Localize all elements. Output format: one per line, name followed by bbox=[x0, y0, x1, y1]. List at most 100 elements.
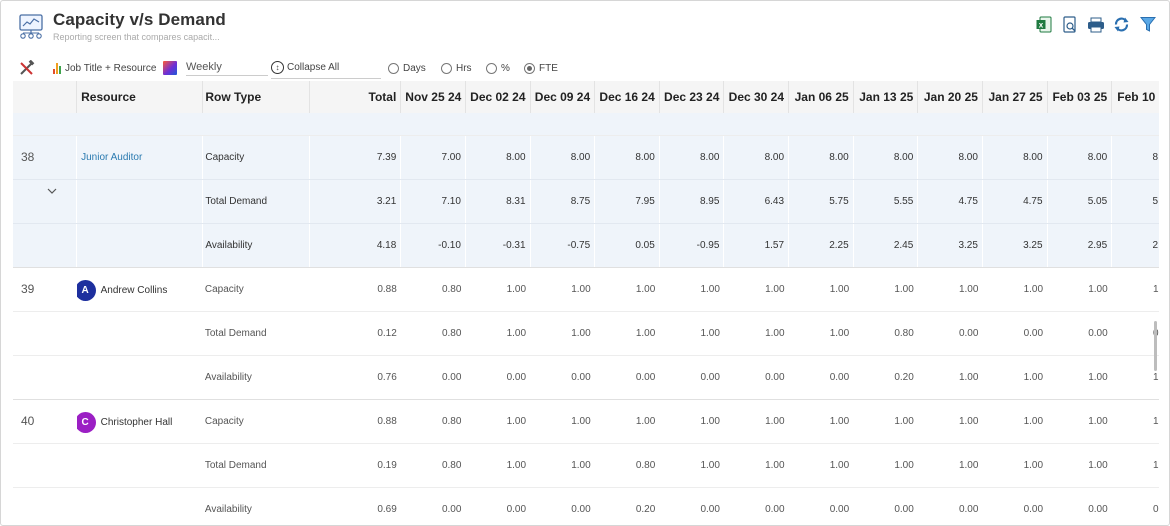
period-value-cell[interactable]: 0.00 bbox=[788, 487, 854, 525]
period-value-cell[interactable]: 6.43 bbox=[723, 179, 790, 224]
period-value-cell[interactable]: 0.80 bbox=[400, 311, 466, 356]
table-row[interactable]: Availability 0.69 0.00 0.00 0.00 0.20 0.00 0.00… bbox=[13, 487, 1159, 525]
period-value-cell[interactable]: 1.00 bbox=[659, 399, 724, 444]
period-value-cell[interactable]: 1.00 bbox=[788, 443, 854, 488]
unit-radio-days[interactable]: Days bbox=[388, 57, 426, 79]
period-value-cell[interactable]: 8.00 bbox=[788, 135, 854, 180]
header-period[interactable]: Jan 13 25 bbox=[853, 81, 919, 113]
period-value-cell[interactable]: 1.00 bbox=[659, 311, 724, 356]
period-value-cell[interactable]: 0.00 bbox=[1047, 487, 1112, 525]
period-value-cell[interactable]: 0.20 bbox=[594, 487, 660, 525]
period-value-cell[interactable]: 0.00 bbox=[788, 355, 854, 400]
vertical-scrollbar[interactable] bbox=[1154, 321, 1157, 371]
header-total[interactable]: Total bbox=[309, 81, 402, 113]
period-value-cell[interactable]: 0.00 bbox=[982, 311, 1048, 356]
header-period[interactable]: Dec 02 24 bbox=[465, 81, 531, 113]
period-value-cell[interactable]: 1.00 bbox=[1111, 355, 1159, 400]
period-value-cell[interactable]: 0.00 bbox=[400, 355, 466, 400]
period-value-cell[interactable]: 1.00 bbox=[594, 399, 660, 444]
period-value-cell[interactable]: 1.00 bbox=[917, 355, 983, 400]
period-value-cell[interactable]: 1.00 bbox=[723, 443, 789, 488]
period-value-cell[interactable]: 0.00 bbox=[530, 355, 595, 400]
period-value-cell[interactable]: 5.05 bbox=[1111, 179, 1159, 224]
period-value-cell[interactable]: 0.05 bbox=[594, 223, 660, 268]
period-value-cell[interactable]: 1.00 bbox=[723, 267, 789, 312]
period-value-cell[interactable]: 2.95 bbox=[1111, 223, 1159, 268]
period-value-cell[interactable]: 8.00 bbox=[1047, 135, 1113, 180]
period-value-cell[interactable]: 1.00 bbox=[982, 355, 1048, 400]
period-value-cell[interactable]: 0.80 bbox=[400, 443, 466, 488]
header-period[interactable]: Dec 16 24 bbox=[594, 81, 660, 113]
table-row[interactable]: 40 C Christopher Hall Capacity 0.88 0.80 1.00 1… bbox=[13, 399, 1159, 444]
period-value-cell[interactable]: 0.00 bbox=[659, 487, 724, 525]
print-icon[interactable] bbox=[1086, 15, 1105, 34]
period-value-cell[interactable]: 1.00 bbox=[982, 443, 1048, 488]
period-value-cell[interactable]: 8.31 bbox=[465, 179, 531, 224]
period-value-cell[interactable]: 1.00 bbox=[594, 267, 660, 312]
period-value-cell[interactable]: 7.00 bbox=[400, 135, 466, 180]
period-value-cell[interactable]: 1.57 bbox=[723, 223, 790, 268]
period-value-cell[interactable]: 1.00 bbox=[530, 399, 595, 444]
header-period[interactable]: Jan 06 25 bbox=[788, 81, 854, 113]
period-value-cell[interactable]: 8.00 bbox=[853, 135, 919, 180]
collapse-all-button[interactable]: ↕ Collapse All bbox=[271, 57, 381, 79]
period-value-cell[interactable]: 1.00 bbox=[788, 311, 854, 356]
period-value-cell[interactable]: 1.00 bbox=[853, 267, 918, 312]
period-value-cell[interactable]: 4.75 bbox=[917, 179, 983, 224]
period-value-cell[interactable]: 2.25 bbox=[788, 223, 854, 268]
header-resource[interactable]: Resource bbox=[76, 81, 204, 113]
period-value-cell[interactable]: 1.00 bbox=[1047, 399, 1112, 444]
period-value-cell[interactable]: 1.00 bbox=[982, 267, 1048, 312]
period-value-cell[interactable]: 0.00 bbox=[982, 487, 1048, 525]
period-value-cell[interactable]: 5.55 bbox=[853, 179, 919, 224]
header-period[interactable]: Feb 10 25 bbox=[1111, 81, 1159, 113]
table-row[interactable]: 38 Junior Auditor Capacity 7.39 7.00 8.00 8.00… bbox=[13, 135, 1159, 180]
period-value-cell[interactable]: 3.25 bbox=[917, 223, 983, 268]
table-row[interactable]: Total Demand 0.12 0.80 1.00 1.00 1.00 1.00 1.00… bbox=[13, 311, 1159, 356]
filter-icon[interactable] bbox=[1138, 15, 1157, 34]
period-value-cell[interactable]: 1.00 bbox=[1047, 443, 1112, 488]
period-value-cell[interactable]: 0.00 bbox=[465, 355, 531, 400]
period-value-cell[interactable]: 1.00 bbox=[788, 399, 854, 444]
unit-radio-hrs[interactable]: Hrs bbox=[441, 57, 472, 79]
period-value-cell[interactable]: 0.00 bbox=[723, 355, 789, 400]
period-value-cell[interactable]: 8.00 bbox=[530, 135, 596, 180]
period-value-cell[interactable]: 0.00 bbox=[1111, 311, 1159, 356]
period-value-cell[interactable]: 1.00 bbox=[917, 399, 983, 444]
resource-name[interactable]: Christopher Hall bbox=[100, 416, 173, 428]
period-value-cell[interactable]: 1.00 bbox=[853, 443, 918, 488]
period-value-cell[interactable]: 2.95 bbox=[1047, 223, 1113, 268]
unit-radio-percent[interactable]: % bbox=[486, 57, 510, 79]
header-period[interactable]: Dec 09 24 bbox=[530, 81, 596, 113]
settings-tools-icon[interactable] bbox=[19, 57, 37, 79]
refresh-icon[interactable] bbox=[1112, 15, 1131, 34]
period-value-cell[interactable]: 5.05 bbox=[1047, 179, 1113, 224]
period-value-cell[interactable]: 8.00 bbox=[594, 135, 660, 180]
header-period[interactable]: Dec 23 24 bbox=[659, 81, 725, 113]
period-value-cell[interactable]: 1.00 bbox=[1111, 443, 1159, 488]
period-value-cell[interactable]: 1.00 bbox=[465, 399, 531, 444]
period-value-cell[interactable]: 0.00 bbox=[917, 311, 983, 356]
period-value-cell[interactable]: 1.00 bbox=[530, 267, 595, 312]
period-value-cell[interactable]: 8.00 bbox=[723, 135, 790, 180]
period-value-cell[interactable]: 2.45 bbox=[853, 223, 919, 268]
table-row[interactable]: 39 A Andrew Collins Capacity 0.88 0.80 1.00 1.0… bbox=[13, 267, 1159, 312]
period-value-cell[interactable]: 8.00 bbox=[917, 135, 983, 180]
table-row[interactable]: Availability 0.76 0.00 0.00 0.00 0.00 0.00 0.00… bbox=[13, 355, 1159, 400]
period-value-cell[interactable]: -0.75 bbox=[530, 223, 596, 268]
period-value-cell[interactable]: 0.80 bbox=[400, 267, 466, 312]
period-value-cell[interactable]: 1.00 bbox=[982, 399, 1048, 444]
period-value-cell[interactable]: 8.00 bbox=[1111, 135, 1159, 180]
period-value-cell[interactable]: 1.00 bbox=[530, 443, 595, 488]
period-value-cell[interactable]: 1.00 bbox=[723, 399, 789, 444]
period-value-cell[interactable]: 1.00 bbox=[723, 311, 789, 356]
period-value-cell[interactable]: 0.00 bbox=[917, 487, 983, 525]
header-period[interactable]: Jan 27 25 bbox=[982, 81, 1048, 113]
period-value-cell[interactable]: 3.25 bbox=[982, 223, 1048, 268]
group-by-selector[interactable]: Job Title + Resource bbox=[53, 57, 156, 79]
period-value-cell[interactable]: 1.00 bbox=[594, 311, 660, 356]
period-value-cell[interactable]: -0.95 bbox=[659, 223, 725, 268]
period-value-cell[interactable]: 1.00 bbox=[917, 267, 983, 312]
period-value-cell[interactable]: 0.80 bbox=[400, 399, 466, 444]
period-value-cell[interactable]: 5.75 bbox=[788, 179, 854, 224]
